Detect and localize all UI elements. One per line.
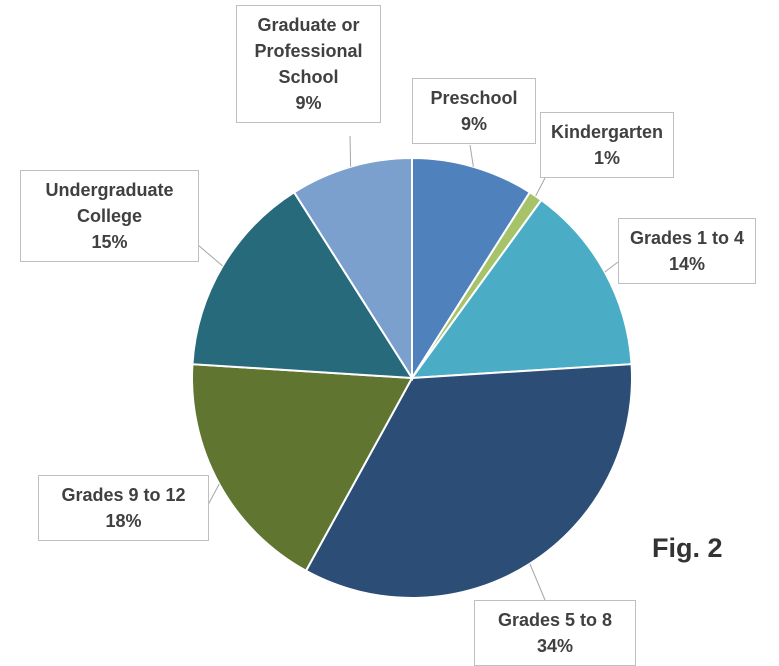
leader-line: [535, 177, 546, 197]
value-label: 1%: [593, 148, 620, 168]
pie-slice: [411, 156, 532, 382]
leader-line: [197, 244, 223, 267]
value-label: 14%: [668, 254, 706, 274]
category-label: Grades 9 to 12: [61, 485, 186, 505]
value-label: 15%: [91, 232, 128, 252]
value-label: 34%: [536, 636, 574, 656]
pie-slice: [292, 156, 413, 382]
leader-line: [349, 135, 352, 167]
data-label: Grades 5 to 8 34%: [474, 600, 636, 666]
data-label: Grades 1 to 4 14%: [618, 218, 756, 284]
category-label: Preschool: [430, 88, 518, 108]
leader-line: [604, 261, 619, 273]
category-label: Kindergarten: [550, 122, 664, 142]
leader-line: [469, 144, 474, 167]
leader-line: [529, 563, 546, 601]
data-label: Kindergarten 1%: [540, 112, 674, 178]
figure-caption: Fig. 2: [652, 533, 723, 563]
leader-line: [207, 483, 220, 506]
data-label: Undergraduate College 15%: [20, 170, 199, 262]
pie-slice: [191, 190, 414, 380]
category-label: Graduate or Professional School: [254, 15, 363, 87]
data-label: Grades 9 to 12 18%: [38, 475, 209, 541]
data-label: Graduate or Professional School 9%: [236, 5, 381, 123]
category-label: Grades 1 to 4: [629, 228, 745, 248]
value-label: 18%: [105, 511, 142, 531]
category-label: Grades 5 to 8: [497, 610, 613, 630]
data-label: Preschool 9%: [412, 78, 536, 144]
value-label: 9%: [460, 114, 487, 134]
pie-slice: [191, 363, 414, 573]
category-label: Undergraduate College: [45, 180, 174, 226]
value-label: 9%: [295, 93, 322, 113]
